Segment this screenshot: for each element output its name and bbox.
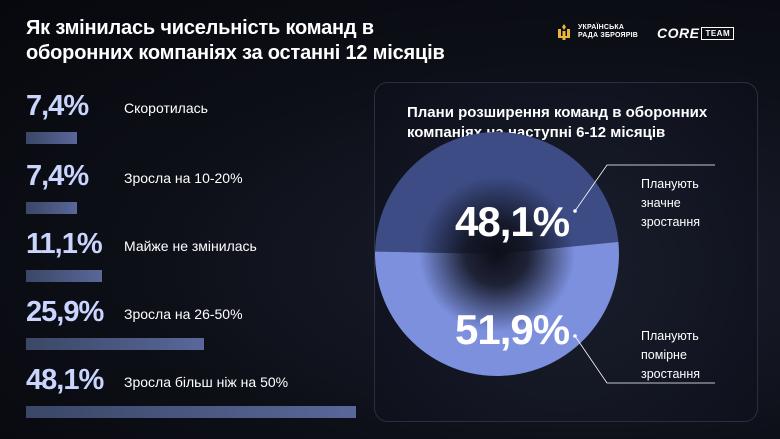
pie-label-moderate-line3: зростання bbox=[641, 367, 700, 381]
trident-logo-icon bbox=[558, 24, 570, 40]
pie-label-significant-line1: Планують bbox=[641, 177, 699, 191]
bar-category-label: Зросла на 10-20% bbox=[124, 170, 243, 186]
bar-category-label: Скоротилась bbox=[124, 100, 208, 116]
pie-label-moderate-line2: помірне bbox=[641, 348, 687, 362]
pie-label-moderate: Планують помірне зростання bbox=[641, 327, 700, 384]
bar-value-label: 7,4% bbox=[26, 160, 89, 192]
ukrainian-council-of-gunsmiths-logo: Українська рада зброярів bbox=[556, 23, 638, 41]
pie-value-moderate: 51,9% bbox=[455, 306, 570, 353]
logo-uarz-line2: рада зброярів bbox=[578, 32, 639, 39]
pie-value-significant: 48,1% bbox=[455, 198, 570, 245]
bar-value-label: 11,1% bbox=[26, 228, 103, 260]
bar-value-label: 25,9% bbox=[26, 296, 104, 328]
logo-team-text: TEAM bbox=[701, 26, 735, 40]
bar bbox=[26, 202, 77, 214]
bar-value-label: 7,4% bbox=[26, 90, 89, 122]
logo-core-text: CORE bbox=[657, 25, 700, 41]
core-team-logo: CORE TEAM bbox=[657, 25, 735, 41]
expansion-plans-panel: Плани розширення команд в оборонних комп… bbox=[374, 82, 758, 422]
page-title: Як змінилась чисельність команд в оборон… bbox=[26, 17, 445, 64]
pie-label-moderate-line1: Планують bbox=[641, 329, 699, 343]
pie-label-significant-line2: значне bbox=[641, 196, 681, 210]
logo-uarz-line1: Українська bbox=[578, 24, 625, 31]
bar-category-label: Зросла на 26-50% bbox=[124, 306, 243, 322]
bar bbox=[26, 270, 103, 282]
bar bbox=[26, 406, 356, 418]
pie-label-significant: Планують значне зростання bbox=[641, 175, 700, 232]
leader-line-significant bbox=[574, 164, 715, 212]
bar bbox=[26, 338, 204, 350]
bar bbox=[26, 132, 77, 144]
pie-label-significant-line3: зростання bbox=[641, 215, 700, 229]
bar-category-label: Майже не змінилась bbox=[124, 238, 257, 254]
bar-category-label: Зросла більш ніж на 50% bbox=[124, 374, 289, 390]
leader-dot-moderate bbox=[573, 334, 577, 338]
pie-center-shade bbox=[419, 176, 575, 332]
leader-dot-significant bbox=[573, 209, 577, 213]
leader-line-moderate bbox=[574, 335, 715, 384]
bar-value-label: 48,1% bbox=[26, 364, 104, 396]
expansion-pie-chart bbox=[375, 132, 715, 384]
